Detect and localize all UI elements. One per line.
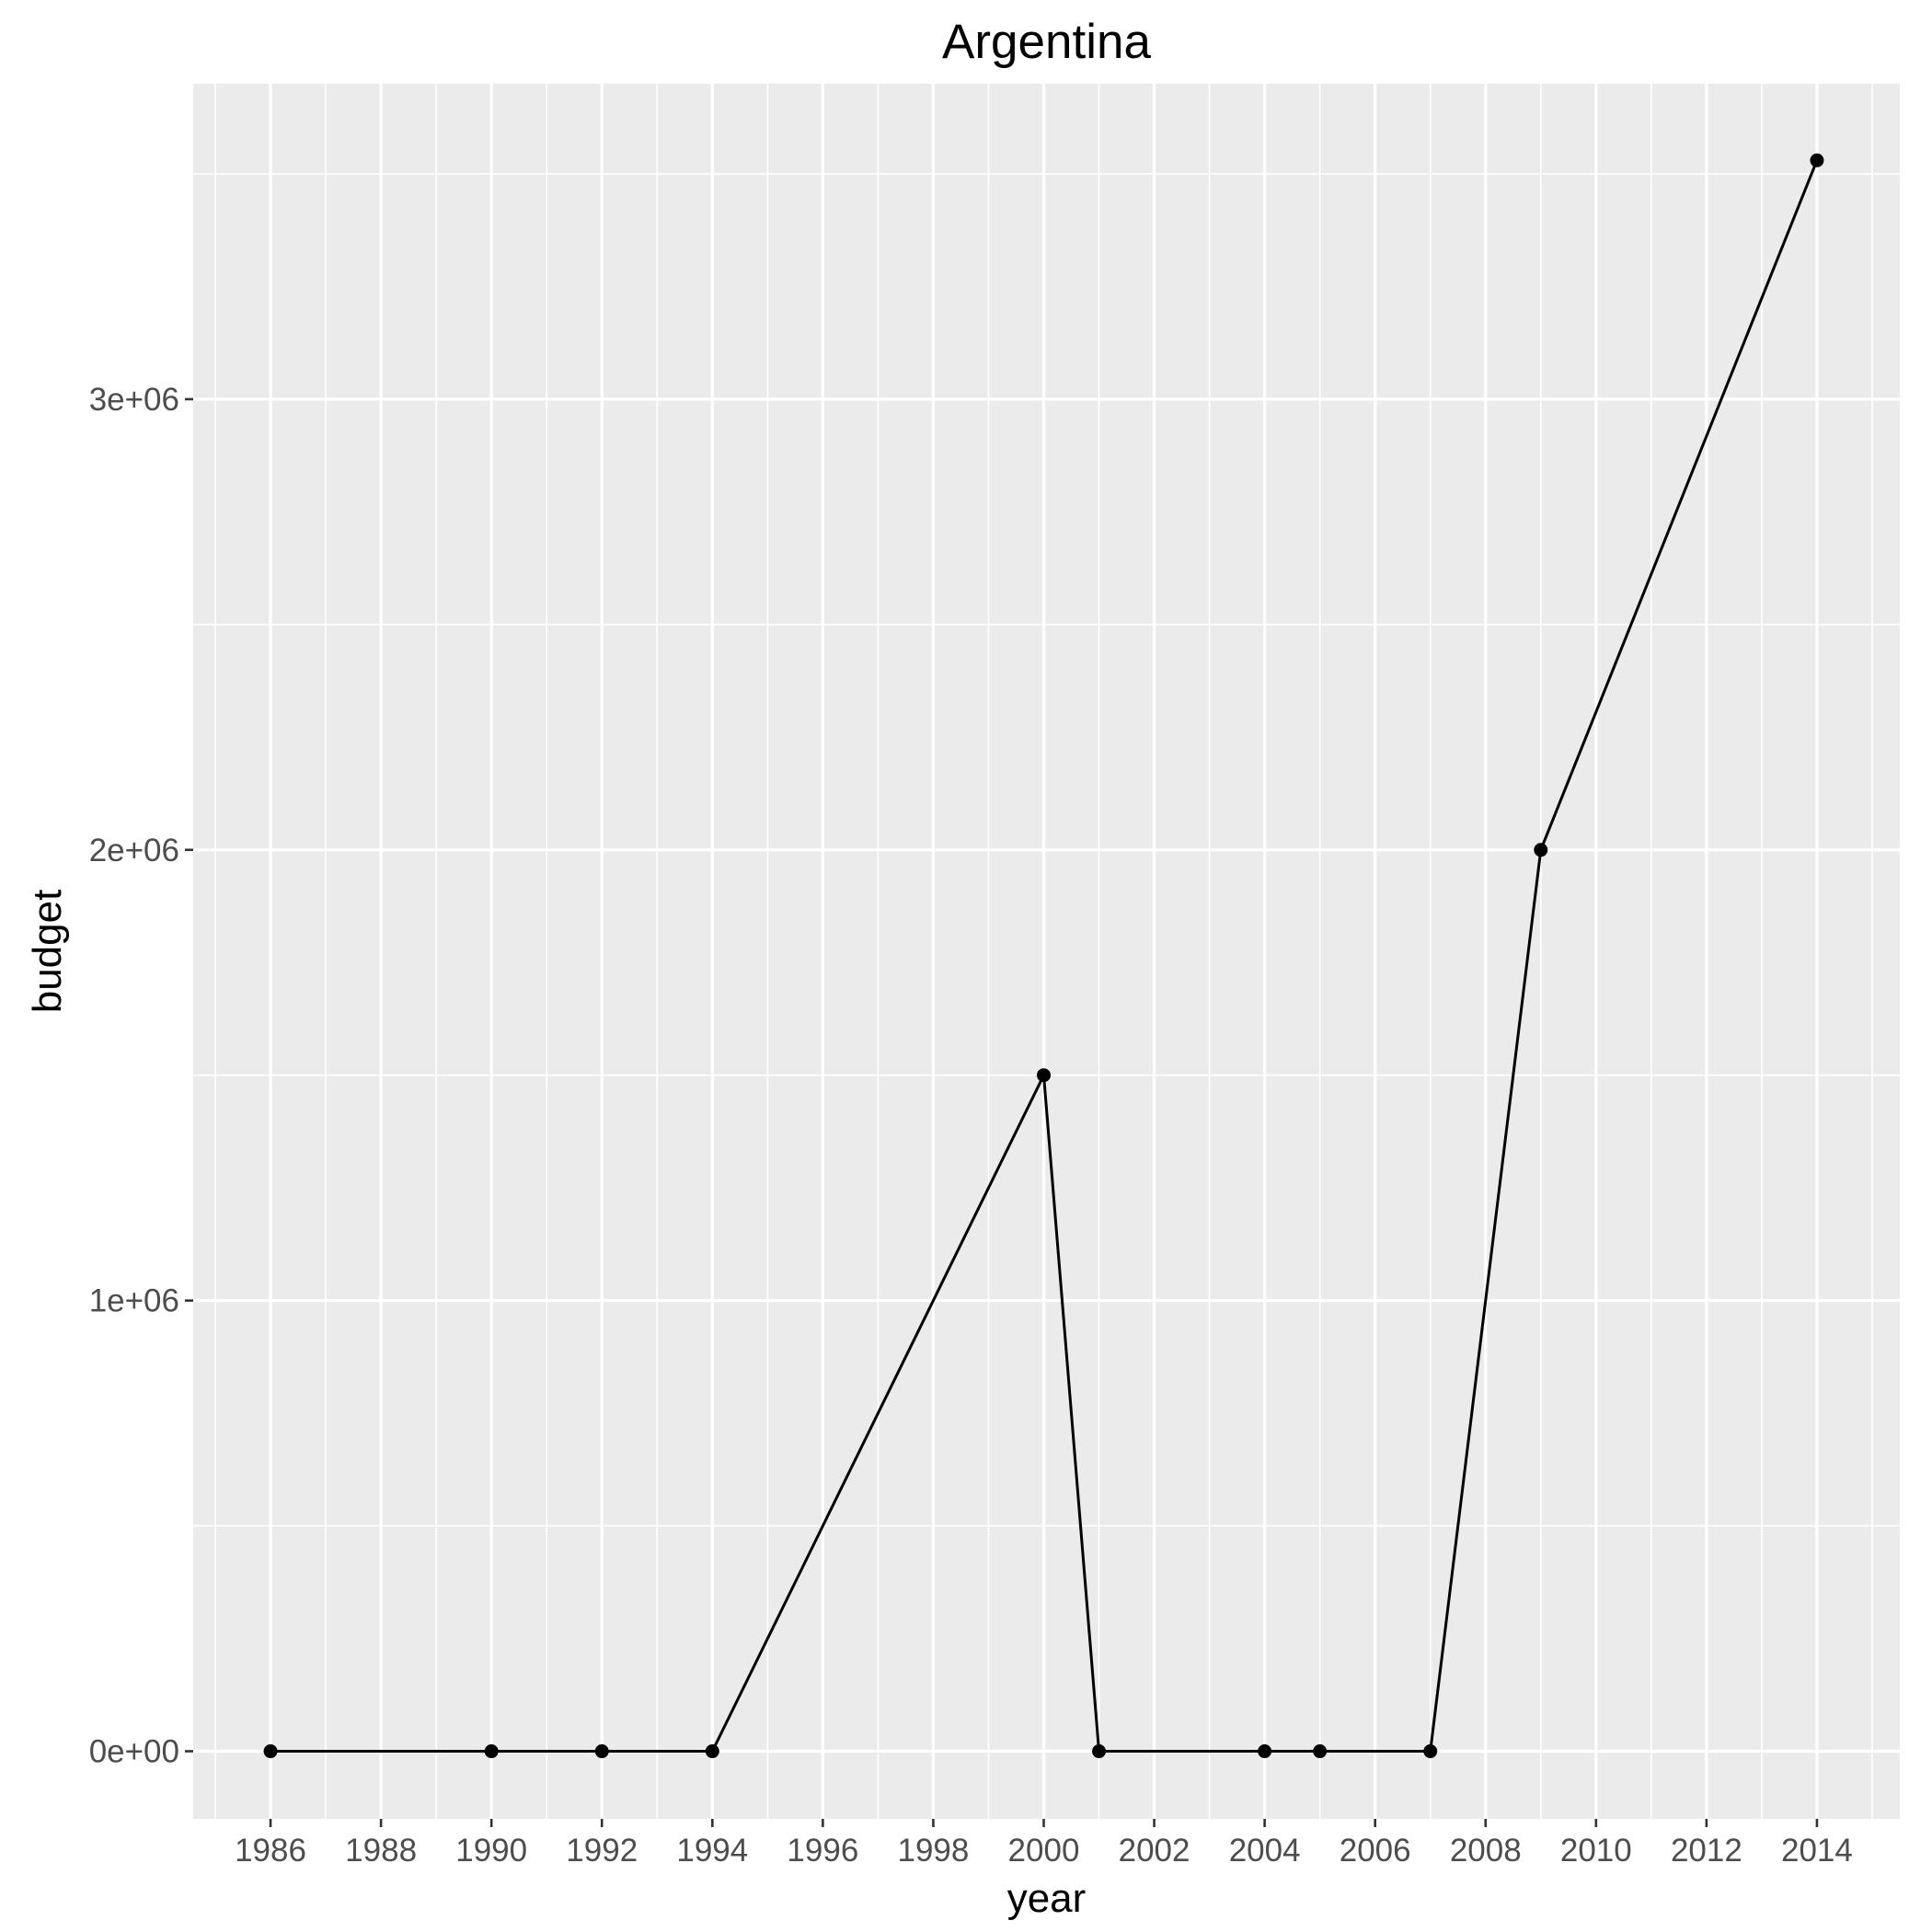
data-point: [594, 1744, 609, 1759]
y-tick-label: 1e+06: [89, 1283, 179, 1319]
x-tick-label: 1996: [787, 1833, 858, 1869]
x-tick-label: 2000: [1008, 1833, 1080, 1869]
x-tick-label: 1986: [235, 1833, 306, 1869]
data-point: [1313, 1744, 1328, 1759]
x-tick-label: 2010: [1560, 1833, 1632, 1869]
chart-title: Argentina: [942, 15, 1151, 69]
x-tick-label: 2014: [1781, 1833, 1853, 1869]
x-axis: 1986 1988 1990 1992 1994 1996 1998 2000 2002 2004…: [235, 1819, 1853, 1869]
x-tick-label: 1992: [566, 1833, 638, 1869]
data-series: [263, 153, 1824, 1759]
data-point: [1423, 1744, 1438, 1759]
x-tick-label: 2004: [1229, 1833, 1301, 1869]
data-point: [705, 1744, 719, 1759]
x-tick-label: 1990: [455, 1833, 527, 1869]
x-tick-label: 1998: [897, 1833, 969, 1869]
y-tick-label: 0e+00: [89, 1734, 179, 1770]
data-point: [1036, 1068, 1051, 1083]
panel-background: [193, 84, 1900, 1819]
data-point: [1092, 1744, 1107, 1759]
y-axis-title: budget: [25, 890, 70, 1014]
data-point: [1810, 153, 1824, 167]
y-tick-label: 2e+06: [89, 833, 179, 868]
gridlines: [193, 84, 1900, 1819]
x-tick-label: 2006: [1340, 1833, 1411, 1869]
y-axis: 0e+00 1e+06 2e+06 3e+06: [89, 382, 193, 1770]
x-axis-title: year: [1007, 1876, 1087, 1921]
x-tick-label: 2008: [1450, 1833, 1522, 1869]
data-point: [263, 1744, 278, 1759]
y-tick-label: 3e+06: [89, 382, 179, 418]
x-tick-label: 1988: [345, 1833, 417, 1869]
data-point: [1258, 1744, 1272, 1759]
x-tick-label: 1994: [676, 1833, 748, 1869]
data-point: [1534, 843, 1548, 857]
data-point: [484, 1744, 499, 1759]
x-tick-label: 2002: [1119, 1833, 1190, 1869]
plot-panel: [193, 84, 1900, 1819]
x-tick-label: 2012: [1671, 1833, 1742, 1869]
